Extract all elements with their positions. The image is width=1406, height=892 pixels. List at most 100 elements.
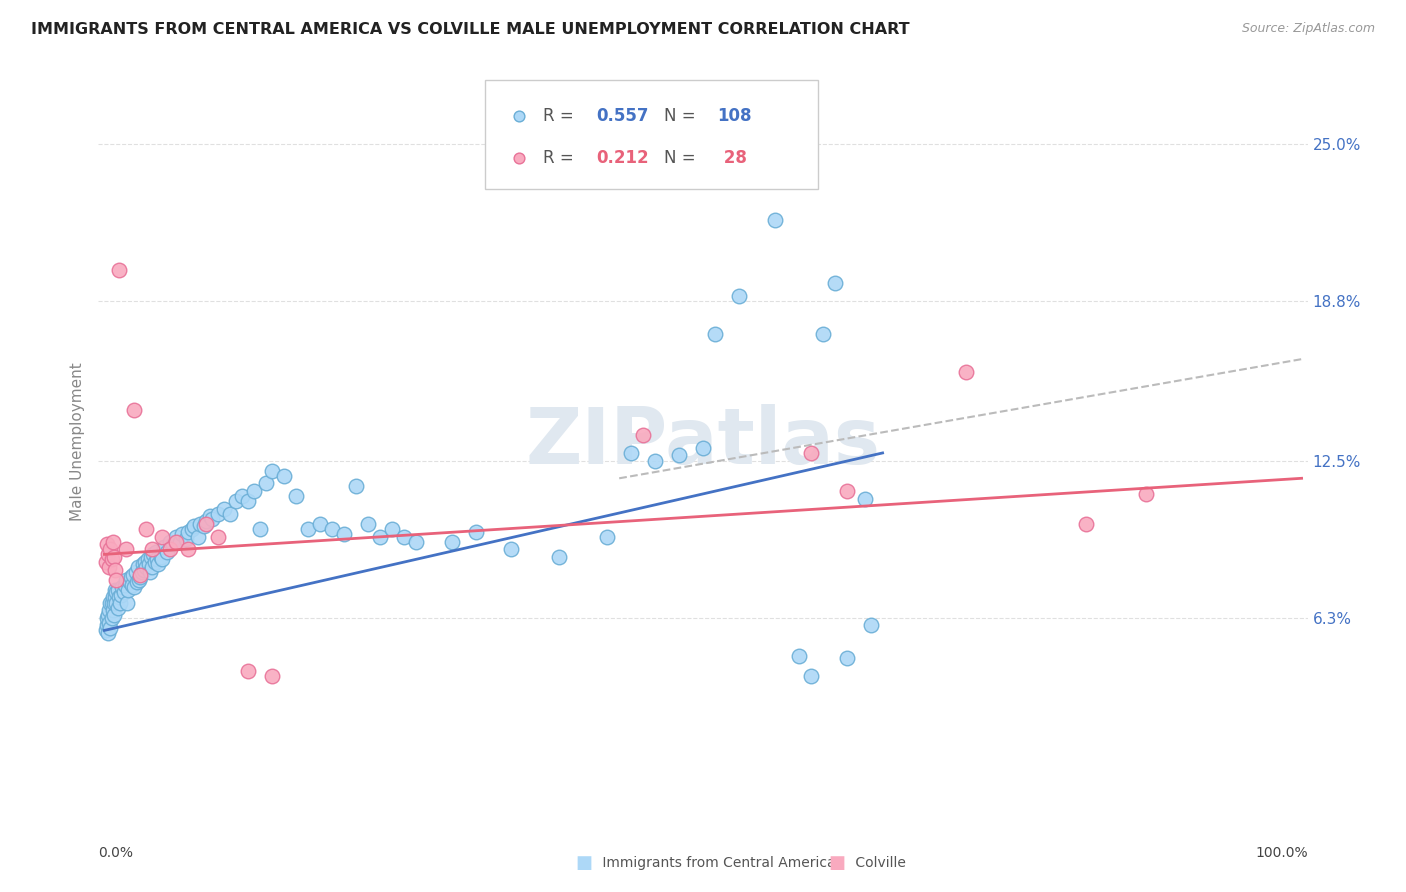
Text: 108: 108 xyxy=(717,107,752,125)
Text: Colville: Colville xyxy=(851,855,905,870)
Point xyxy=(159,534,181,549)
Point xyxy=(136,552,159,566)
Point xyxy=(94,624,117,638)
Point xyxy=(800,669,823,683)
Point xyxy=(101,534,124,549)
Point xyxy=(177,542,200,557)
Point xyxy=(165,534,187,549)
Point xyxy=(111,580,134,594)
Point xyxy=(344,479,367,493)
Point xyxy=(143,555,166,569)
Text: Source: ZipAtlas.com: Source: ZipAtlas.com xyxy=(1241,22,1375,36)
Point xyxy=(207,530,229,544)
Point xyxy=(112,585,135,599)
Point xyxy=(107,591,129,605)
Point xyxy=(309,516,332,531)
Point xyxy=(100,595,122,609)
Point xyxy=(142,547,165,561)
Point xyxy=(405,534,427,549)
Point xyxy=(134,555,156,569)
Point xyxy=(128,573,150,587)
Point xyxy=(177,524,200,539)
Point xyxy=(195,515,218,529)
Point xyxy=(219,507,242,521)
Point xyxy=(125,575,148,590)
Point xyxy=(150,552,173,566)
Point xyxy=(122,567,145,582)
Point xyxy=(103,595,125,609)
Point xyxy=(117,582,139,597)
Point xyxy=(105,585,128,599)
Point xyxy=(105,573,128,587)
Point xyxy=(100,611,122,625)
Point xyxy=(225,494,247,508)
Point xyxy=(121,578,143,592)
Point xyxy=(357,516,380,531)
Point xyxy=(787,648,810,663)
Point xyxy=(381,522,404,536)
Point xyxy=(859,618,882,632)
Point xyxy=(110,588,132,602)
Point xyxy=(127,560,149,574)
Text: IMMIGRANTS FROM CENTRAL AMERICA VS COLVILLE MALE UNEMPLOYMENT CORRELATION CHART: IMMIGRANTS FROM CENTRAL AMERICA VS COLVI… xyxy=(31,22,910,37)
Point xyxy=(231,489,253,503)
Point xyxy=(107,582,129,597)
Point xyxy=(115,542,138,557)
Point xyxy=(333,527,356,541)
Point xyxy=(153,540,176,554)
Point xyxy=(145,545,167,559)
Point xyxy=(100,542,122,557)
Point xyxy=(260,464,283,478)
Point xyxy=(824,276,846,290)
Point xyxy=(548,549,571,564)
Point xyxy=(392,530,415,544)
Point xyxy=(149,549,172,564)
Text: 0.557: 0.557 xyxy=(596,107,650,125)
Point xyxy=(94,555,117,569)
Point xyxy=(104,563,127,577)
Point xyxy=(97,608,120,623)
Point xyxy=(501,542,523,557)
Point xyxy=(165,530,187,544)
Point xyxy=(104,582,127,597)
Point xyxy=(193,519,215,533)
Text: N =: N = xyxy=(664,149,702,167)
Point xyxy=(207,507,229,521)
Point xyxy=(139,565,162,579)
Point xyxy=(108,595,131,609)
Point xyxy=(100,595,122,609)
Text: ZIPatlas: ZIPatlas xyxy=(526,403,880,480)
Point xyxy=(114,578,136,592)
Text: R =: R = xyxy=(543,149,579,167)
Point xyxy=(835,483,858,498)
Text: ■: ■ xyxy=(575,854,592,871)
Point xyxy=(644,453,666,467)
Point xyxy=(132,558,155,572)
Point xyxy=(212,501,235,516)
Point xyxy=(96,611,118,625)
Point xyxy=(150,530,173,544)
Point xyxy=(853,491,876,506)
Point xyxy=(297,522,319,536)
Point xyxy=(129,570,152,584)
Point xyxy=(101,603,124,617)
Point xyxy=(728,289,751,303)
Text: 100.0%: 100.0% xyxy=(1256,847,1308,860)
Point xyxy=(811,326,834,341)
Point xyxy=(1074,516,1097,531)
Point xyxy=(620,446,643,460)
Y-axis label: Male Unemployment: Male Unemployment xyxy=(69,362,84,521)
Point xyxy=(174,532,197,546)
Point xyxy=(103,608,125,623)
Point xyxy=(321,522,343,536)
Point xyxy=(141,560,163,574)
Point xyxy=(146,552,169,566)
Point xyxy=(96,618,118,632)
Point xyxy=(115,595,138,609)
Point xyxy=(236,494,259,508)
Point xyxy=(107,263,129,277)
Point xyxy=(243,483,266,498)
Point xyxy=(763,212,786,227)
Point xyxy=(692,441,714,455)
Point xyxy=(201,512,224,526)
